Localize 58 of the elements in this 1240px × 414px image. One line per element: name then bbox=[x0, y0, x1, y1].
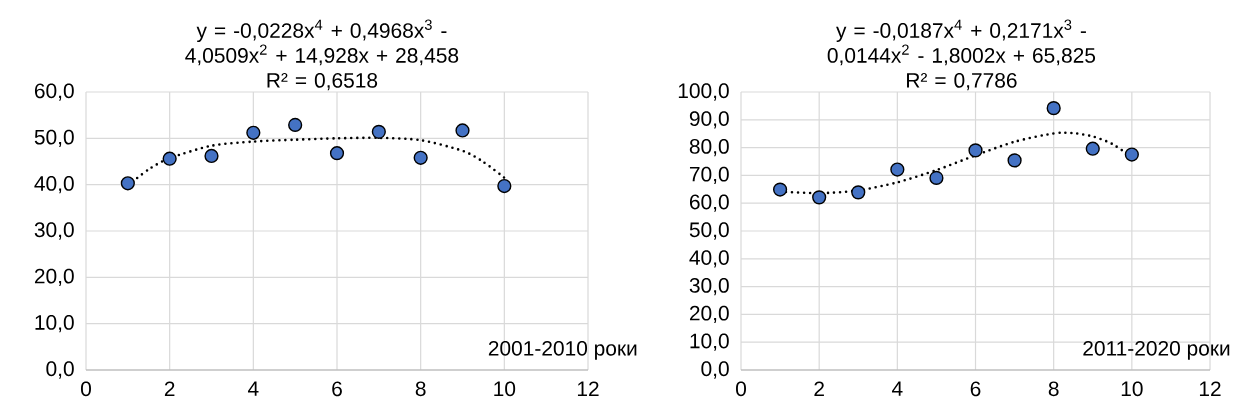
point bbox=[1046, 101, 1061, 116]
point bbox=[497, 178, 512, 194]
y-tick-label: 20,0 bbox=[34, 268, 74, 286]
y-tick-label: 50,0 bbox=[34, 129, 74, 147]
y-tick-label: 30,0 bbox=[34, 222, 74, 240]
point bbox=[329, 146, 345, 161]
text: R² = 0,7786 bbox=[907, 72, 1017, 91]
y-tick-label: 50,0 bbox=[689, 222, 729, 240]
x-tick-label: 2 bbox=[164, 381, 175, 396]
point bbox=[773, 182, 788, 197]
point bbox=[890, 162, 905, 177]
y-tick-label: 10,0 bbox=[35, 315, 74, 333]
text: y = -0,0187x$^{4}$ + 0,2171x$^{3}$ - 0,0144x$^{2}$ - 1,8002x + 65,825 bbox=[827, 19, 1096, 66]
x-tick-label: 8 bbox=[415, 381, 426, 397]
x-tick-label: 4 bbox=[891, 381, 903, 396]
point bbox=[371, 124, 386, 139]
annotation: 2011-2020 роки bbox=[1083, 340, 1230, 360]
point bbox=[1124, 147, 1139, 162]
x-tick-label: 6 bbox=[332, 381, 342, 397]
y-tick-label: 100,0 bbox=[678, 83, 729, 101]
x-tick-label: 10 bbox=[1121, 381, 1143, 397]
y-tick-label: 70,0 bbox=[689, 166, 729, 185]
point bbox=[968, 143, 983, 158]
point bbox=[246, 125, 261, 140]
point bbox=[288, 117, 303, 132]
y-tick-label: 80,0 bbox=[689, 138, 729, 157]
x-tick-label: 2 bbox=[814, 381, 824, 396]
y-tick-label: 60,0 bbox=[34, 83, 74, 101]
x-tick-label: 12 bbox=[1199, 381, 1221, 396]
point bbox=[851, 185, 866, 200]
point bbox=[120, 176, 135, 191]
x-tick-label: 0 bbox=[736, 381, 746, 397]
point bbox=[812, 190, 827, 205]
point bbox=[204, 148, 219, 164]
y-tick-label: 60,0 bbox=[689, 194, 729, 212]
annotation: 2001-2010 роки bbox=[488, 340, 637, 360]
y-tick-label: 90,0 bbox=[689, 111, 729, 129]
y-tick-label: 10,0 bbox=[690, 333, 729, 351]
x-tick-label: 10 bbox=[494, 381, 516, 397]
point bbox=[162, 151, 177, 166]
y-tick-label: 0,0 bbox=[701, 361, 729, 379]
y-tick-label: 40,0 bbox=[34, 176, 74, 194]
point bbox=[1007, 153, 1022, 168]
y-tick-label: 0,0 bbox=[46, 361, 74, 379]
x-tick-label: 8 bbox=[1048, 381, 1059, 397]
text: y = -0,0228x$^{4}$ + 0,4968x$^{3}$ - 4,0509x$^{2}$ + 14,928x + 28,458 bbox=[185, 19, 459, 66]
point bbox=[455, 123, 470, 138]
y-tick-label: 30,0 bbox=[689, 277, 729, 296]
point bbox=[413, 150, 428, 165]
y-tick-label: 40,0 bbox=[689, 250, 729, 268]
x-tick-label: 6 bbox=[970, 381, 981, 397]
x-tick-label: 0 bbox=[80, 381, 91, 397]
point bbox=[929, 170, 944, 185]
x-tick-label: 4 bbox=[247, 381, 259, 396]
x-tick-label: 12 bbox=[577, 381, 599, 396]
y-tick-label: 20,0 bbox=[689, 305, 729, 324]
text: R² = 0,6518 bbox=[267, 72, 378, 91]
point bbox=[1085, 141, 1100, 156]
